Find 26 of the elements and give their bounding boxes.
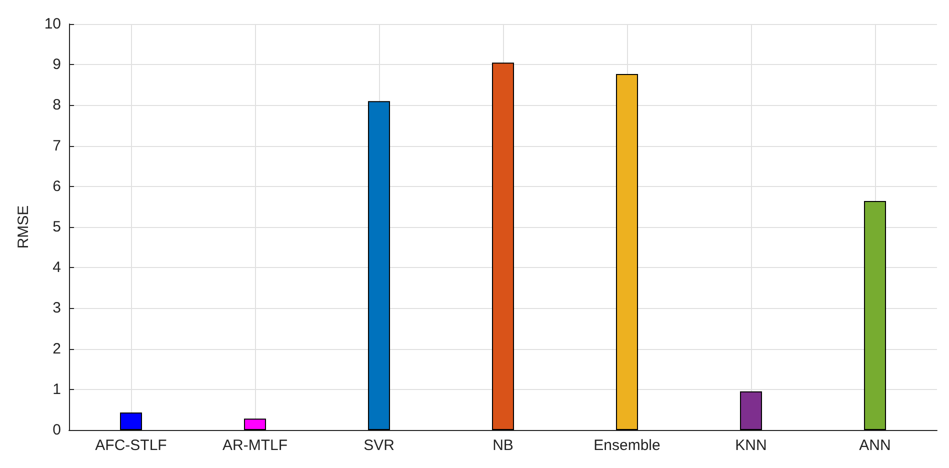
y-tick-label: 5	[52, 218, 61, 236]
x-tick-label: SVR	[364, 437, 395, 454]
bar	[492, 62, 514, 430]
x-tick-label: Ensemble	[594, 437, 660, 454]
bar	[244, 418, 266, 430]
y-tick-label: 2	[52, 340, 61, 358]
bar	[740, 391, 762, 430]
bar	[864, 201, 886, 430]
bar	[120, 412, 142, 430]
x-tick-label: ANN	[859, 437, 891, 454]
y-tick-label: 1	[52, 380, 61, 398]
y-tick-label: 4	[52, 259, 61, 276]
y-tick-label: 9	[52, 56, 61, 74]
bar	[616, 74, 638, 430]
x-tick-label: AR-MTLF	[222, 437, 288, 454]
y-tick-label: 7	[52, 137, 61, 154]
y-tick-label: 6	[52, 178, 61, 195]
y-tick-label: 8	[52, 96, 61, 114]
x-tick-label: KNN	[735, 437, 767, 454]
x-tick-label: AFC-STLF	[95, 437, 167, 454]
bar	[368, 101, 390, 430]
y-tick-label: 10	[44, 16, 61, 32]
y-tick-label: 3	[52, 300, 61, 317]
y-tick-label: 0	[52, 422, 61, 438]
x-tick-label: NB	[492, 437, 514, 454]
y-axis-title: RMSE	[15, 205, 32, 249]
